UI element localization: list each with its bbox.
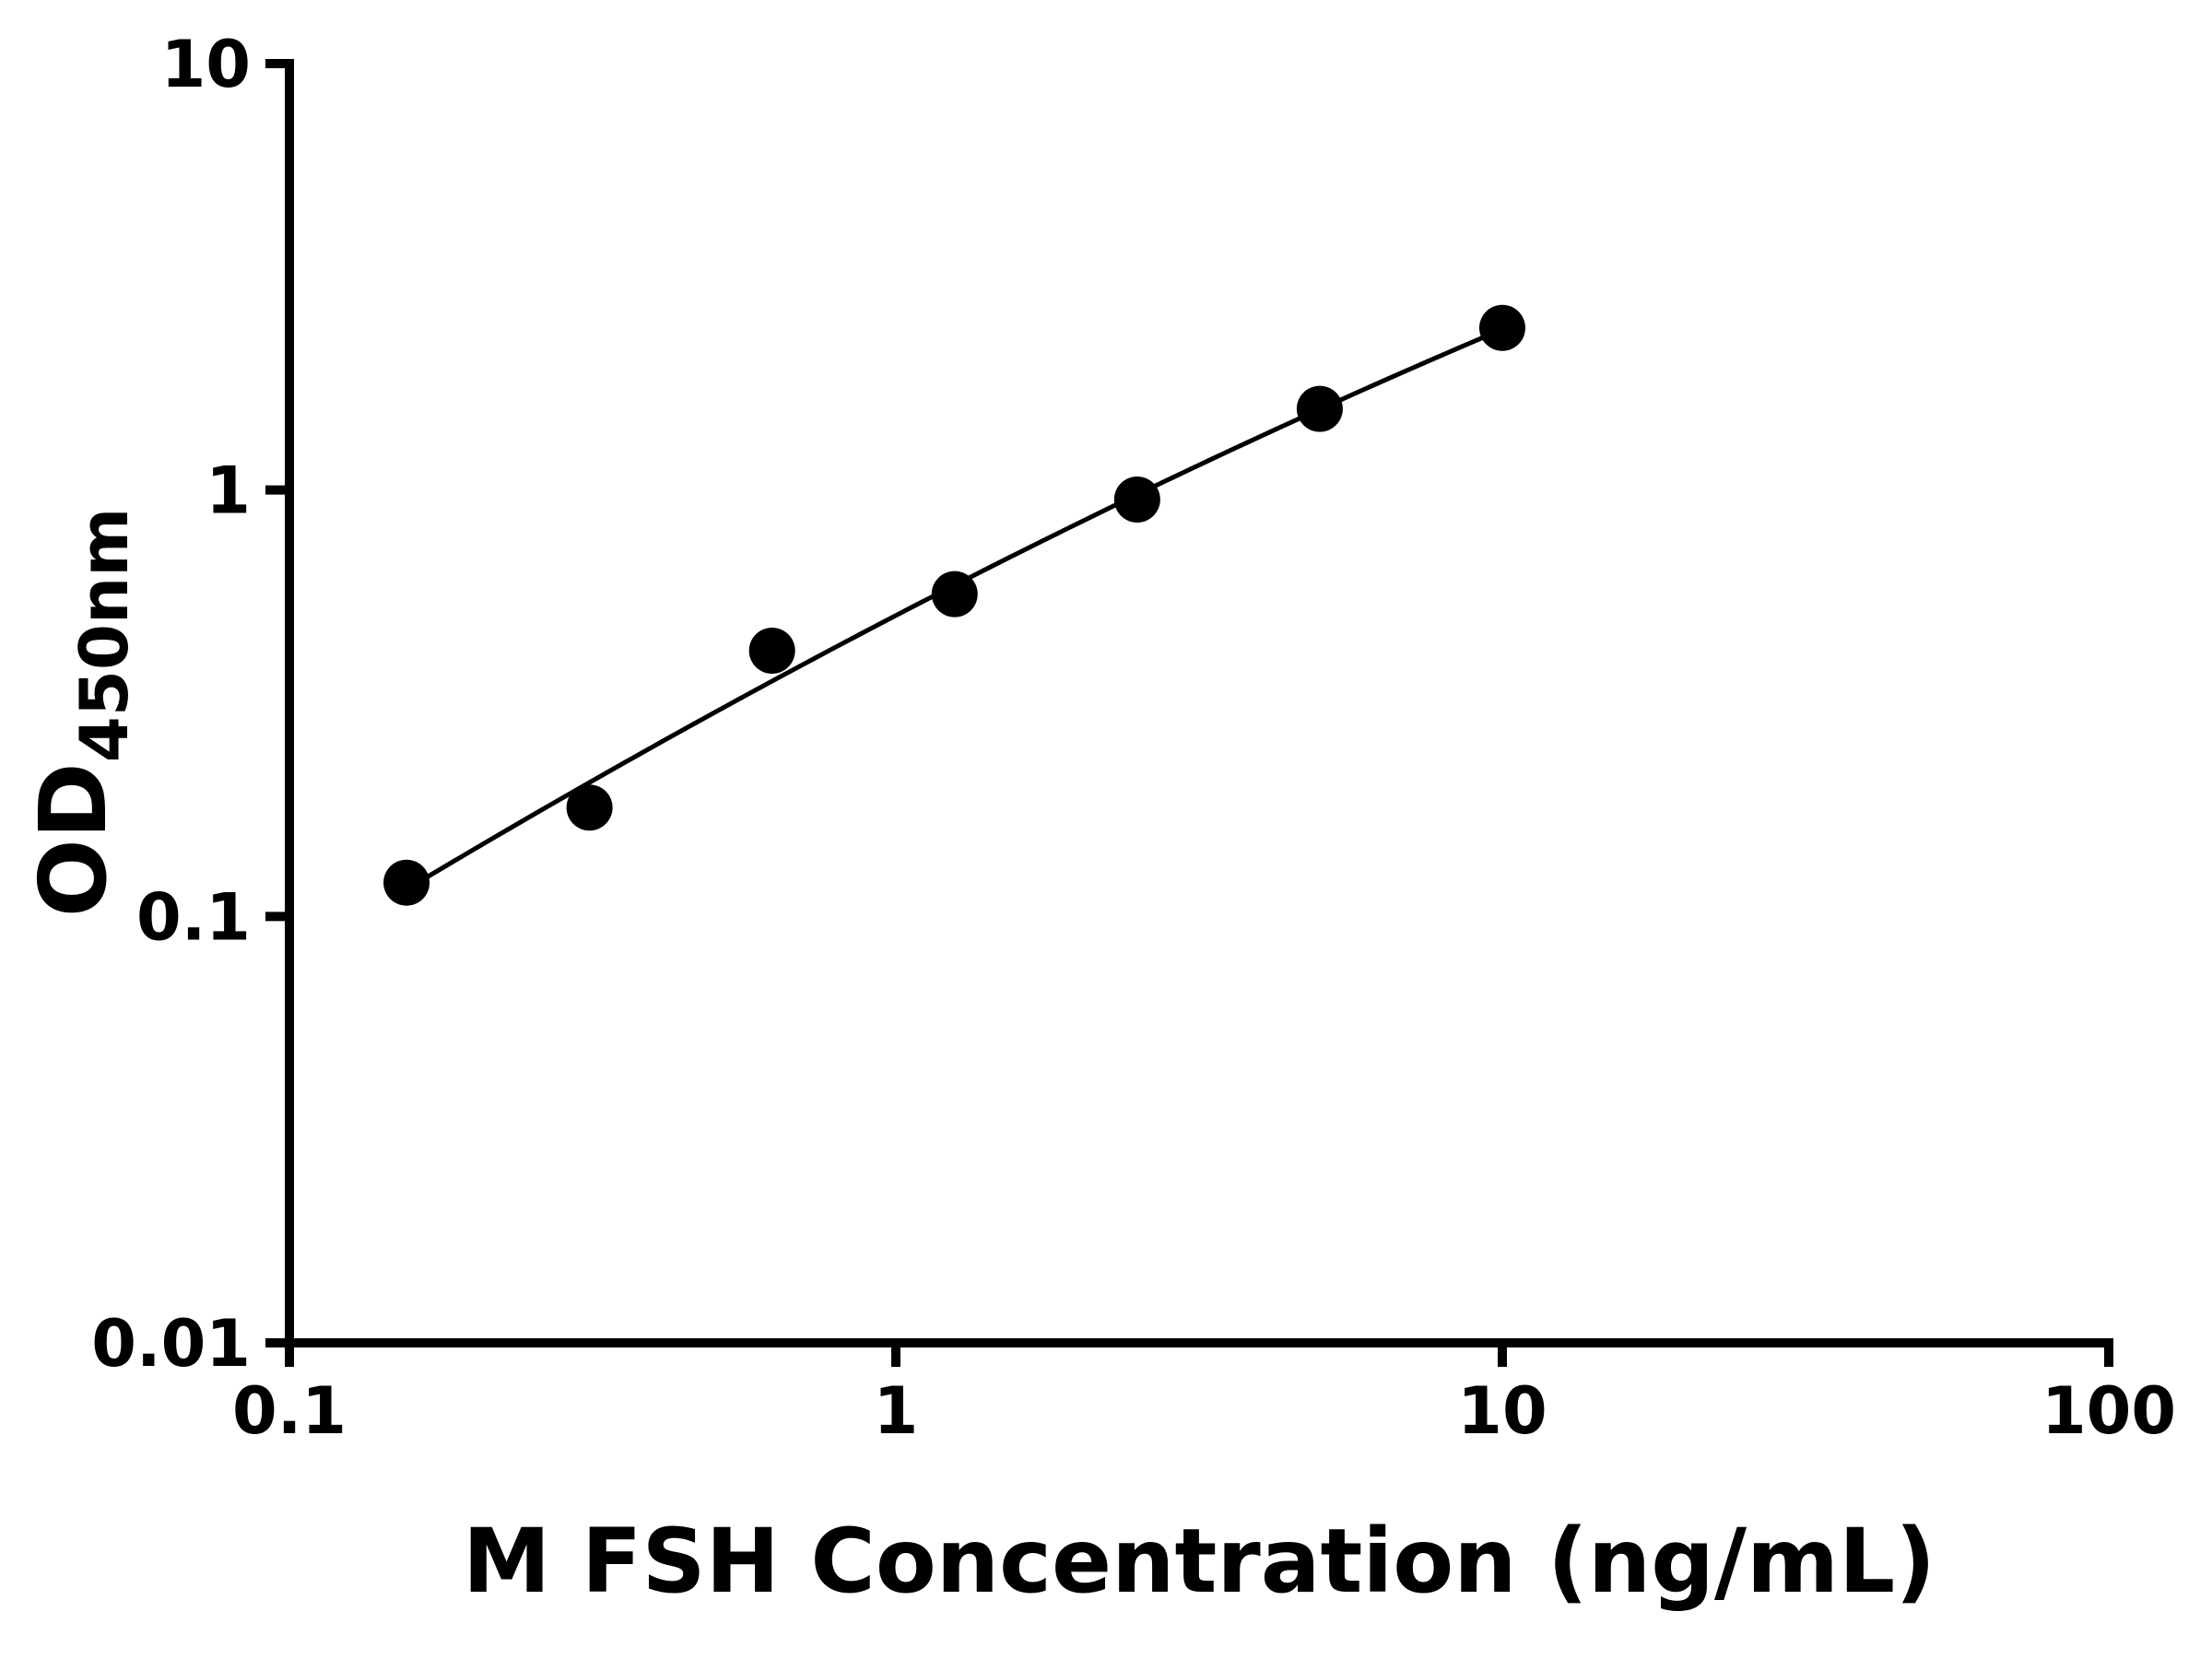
y-tick-label: 1 — [206, 453, 251, 529]
data-point-marker — [566, 784, 613, 831]
data-point-marker — [1296, 385, 1343, 432]
x-tick-label: 10 — [1457, 1373, 1547, 1449]
x-tick-label: 1 — [874, 1373, 919, 1449]
y-axis-label-subscript: 450nm — [65, 507, 143, 763]
axis-spines — [285, 59, 2113, 1347]
y-tick-label: 0.01 — [91, 1306, 251, 1382]
data-point-marker — [748, 627, 795, 674]
y-tick-label: 0.1 — [136, 879, 251, 955]
data-point-marker — [931, 571, 978, 618]
x-tick-label: 0.1 — [232, 1373, 347, 1449]
x-axis-label: M FSH Concentration (ng/mL) — [462, 1510, 1936, 1613]
y-axis-label-main: OD — [19, 762, 127, 918]
y-tick-label: 10 — [161, 27, 251, 102]
x-tick-label: 100 — [2041, 1373, 2176, 1449]
data-point-marker — [383, 859, 430, 906]
y-axis-label: OD450nm — [19, 508, 143, 918]
data-point-marker — [1479, 304, 1525, 351]
data-point-marker — [1113, 476, 1160, 523]
